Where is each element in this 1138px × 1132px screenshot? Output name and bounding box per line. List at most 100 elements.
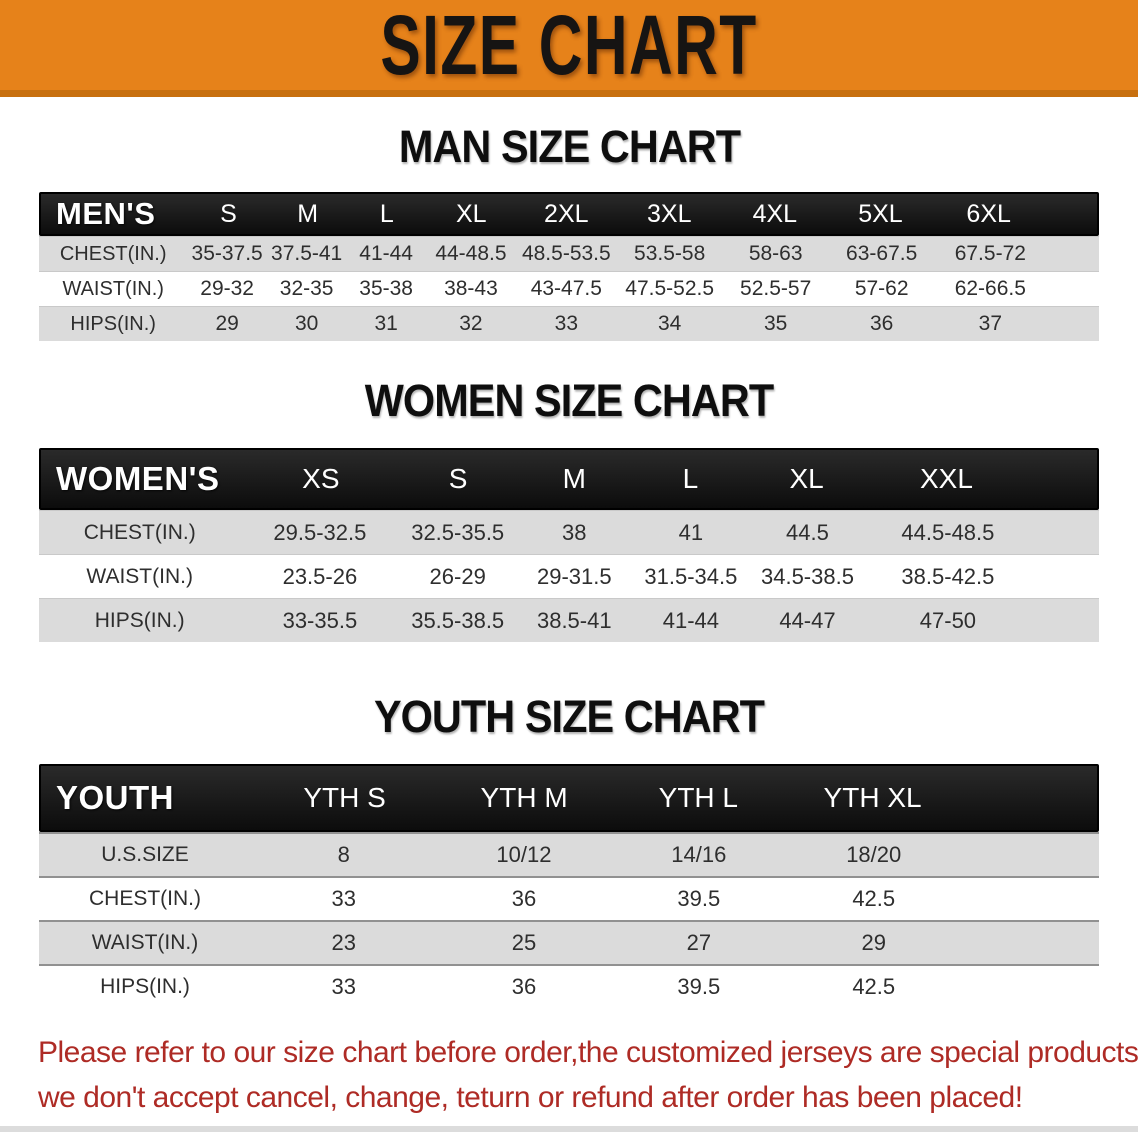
cell-value: 42.5 (852, 886, 896, 911)
column-header: 3XL (647, 199, 692, 228)
cell-value: 35-38 (359, 277, 413, 300)
women-size-table: WOMEN'S XS S M L XL XXL CHEST(IN.) 29.5-32.5 32.5… (39, 448, 1099, 642)
cell-value: 32.5-35.5 (411, 519, 505, 545)
cell-value: 35-37.5 (191, 242, 263, 265)
cell-value: 57-62 (854, 277, 909, 300)
cell-value: 8 (337, 842, 350, 867)
cell-value: 38.5-41 (536, 607, 612, 633)
cell-value: 41-44 (662, 607, 720, 633)
row-label: WAIST(IN.) (86, 564, 193, 588)
table-row: CHEST(IN.) 35-37.5 37.5-41 41-44 44-48.5 48.5… (39, 236, 1099, 271)
cell-value: 47-50 (919, 607, 977, 633)
cell-value: 32 (459, 312, 483, 335)
cell-value: 29 (861, 930, 886, 955)
cell-value: 38.5-42.5 (901, 563, 995, 589)
column-header: L (379, 199, 394, 228)
cell-value: 38 (562, 519, 587, 545)
cell-value: 32-35 (279, 277, 334, 300)
men-size-table: MEN'S S M L XL 2XL 3XL 4XL 5XL 6XL CHEST(IN.) 35-37… (39, 192, 1099, 341)
table-row: CHEST(IN.) 29.5-32.5 32.5-35.5 38 41 44.5 44.5… (39, 510, 1099, 554)
men-section-title: MAN SIZE CHART (0, 123, 1138, 171)
column-header: 4XL (752, 199, 798, 228)
column-header: XL (455, 199, 487, 228)
cell-value: 33-35.5 (282, 607, 358, 633)
cell-value: 41 (678, 519, 704, 545)
cell-value: 41-44 (359, 242, 413, 265)
cell-value: 29-32 (200, 277, 254, 300)
cell-value: 33 (554, 312, 578, 335)
women-section-title-text: WOMEN SIZE CHART (364, 375, 774, 426)
cell-value: 35.5-38.5 (411, 607, 505, 633)
banner-title: SIZE CHART (380, 0, 758, 92)
column-header: XL (789, 463, 824, 494)
youth-section-title: YOUTH SIZE CHART (0, 693, 1138, 741)
cell-value: 44-48.5 (435, 242, 507, 265)
size-chart-banner: SIZE CHART (0, 0, 1138, 97)
cell-value: 25 (511, 930, 537, 955)
row-label: HIPS(IN.) (100, 975, 190, 998)
row-label: CHEST(IN.) (83, 520, 196, 544)
cell-value: 14/16 (671, 842, 727, 867)
table-row: WAIST(IN.) 23 25 27 29 (39, 920, 1099, 964)
table-row: WAIST(IN.) 29-32 32-35 35-38 38-43 43-47.5 47.… (39, 271, 1099, 306)
cell-value: 27 (686, 930, 712, 955)
cell-value: 36 (869, 312, 894, 335)
youth-size-table: YOUTH YTH S YTH M YTH L YTH XL U.S.SIZE 8 10/12… (39, 764, 1099, 1008)
cell-value: 29 (215, 312, 239, 335)
column-header: YTH S (303, 782, 386, 813)
table-group-label: MEN'S (56, 196, 156, 231)
cell-value: 47.5-52.5 (625, 277, 715, 300)
cell-value: 42.5 (852, 974, 896, 999)
disclaimer-line-1: Please refer to our size chart before or… (38, 1036, 1138, 1069)
row-label: HIPS(IN.) (70, 312, 156, 335)
youth-section-title-text: YOUTH SIZE CHART (373, 691, 765, 742)
cell-value: 29.5-32.5 (273, 519, 367, 545)
cell-value: 26-29 (429, 563, 486, 589)
cell-value: 33 (331, 974, 356, 999)
women-section-title: WOMEN SIZE CHART (0, 377, 1138, 425)
row-label: WAIST(IN.) (91, 931, 199, 954)
cell-value: 39.5 (677, 886, 721, 911)
table-row: CHEST(IN.) 33 36 39.5 42.5 (39, 876, 1099, 920)
cell-value: 38-43 (444, 277, 498, 300)
table-header-row: MEN'S S M L XL 2XL 3XL 4XL 5XL 6XL (39, 192, 1099, 236)
cell-value: 44.5-48.5 (901, 519, 995, 545)
cell-value: 30 (294, 312, 319, 335)
disclaimer-line-2: we don't accept cancel, change, teturn o… (38, 1081, 1023, 1114)
cell-value: 33 (331, 886, 356, 911)
table-group-label: WOMEN'S (56, 460, 220, 497)
column-header: M (562, 463, 586, 494)
cell-value: 43-47.5 (530, 277, 602, 300)
cell-value: 10/12 (496, 842, 552, 867)
column-header: S (220, 199, 237, 228)
column-header: 6XL (966, 199, 1011, 228)
cell-value: 23 (331, 930, 356, 955)
table-header-row: YOUTH YTH S YTH M YTH L YTH XL (39, 764, 1099, 832)
column-header: XXL (920, 463, 973, 494)
cell-value: 48.5-53.5 (521, 242, 611, 265)
cell-value: 39.5 (677, 974, 721, 999)
cell-value: 62-66.5 (954, 277, 1026, 300)
cell-value: 67.5-72 (954, 242, 1026, 265)
cell-value: 35 (763, 312, 788, 335)
cell-value: 36 (511, 974, 537, 999)
cell-value: 37.5-41 (271, 242, 343, 265)
cell-value: 53.5-58 (634, 242, 706, 265)
cell-value: 36 (511, 886, 537, 911)
cell-value: 63-67.5 (846, 242, 918, 265)
column-header: YTH M (480, 782, 568, 813)
column-header: L (682, 463, 699, 494)
cell-value: 29-31.5 (536, 563, 612, 589)
cell-value: 52.5-57 (740, 277, 812, 300)
table-row: WAIST(IN.) 23.5-26 26-29 29-31.5 31.5-34.5 34… (39, 554, 1099, 598)
column-header: YTH XL (823, 782, 922, 813)
cell-value: 37 (978, 312, 1002, 335)
men-section-title-text: MAN SIZE CHART (398, 121, 740, 172)
column-header: S (448, 463, 468, 494)
table-group-label: YOUTH (56, 779, 174, 816)
cell-value: 31 (374, 312, 398, 335)
cell-value: 34.5-38.5 (760, 563, 854, 589)
row-label: CHEST(IN.) (89, 887, 201, 910)
column-header: YTH L (658, 782, 739, 813)
table-row: U.S.SIZE 8 10/12 14/16 18/20 (39, 832, 1099, 876)
